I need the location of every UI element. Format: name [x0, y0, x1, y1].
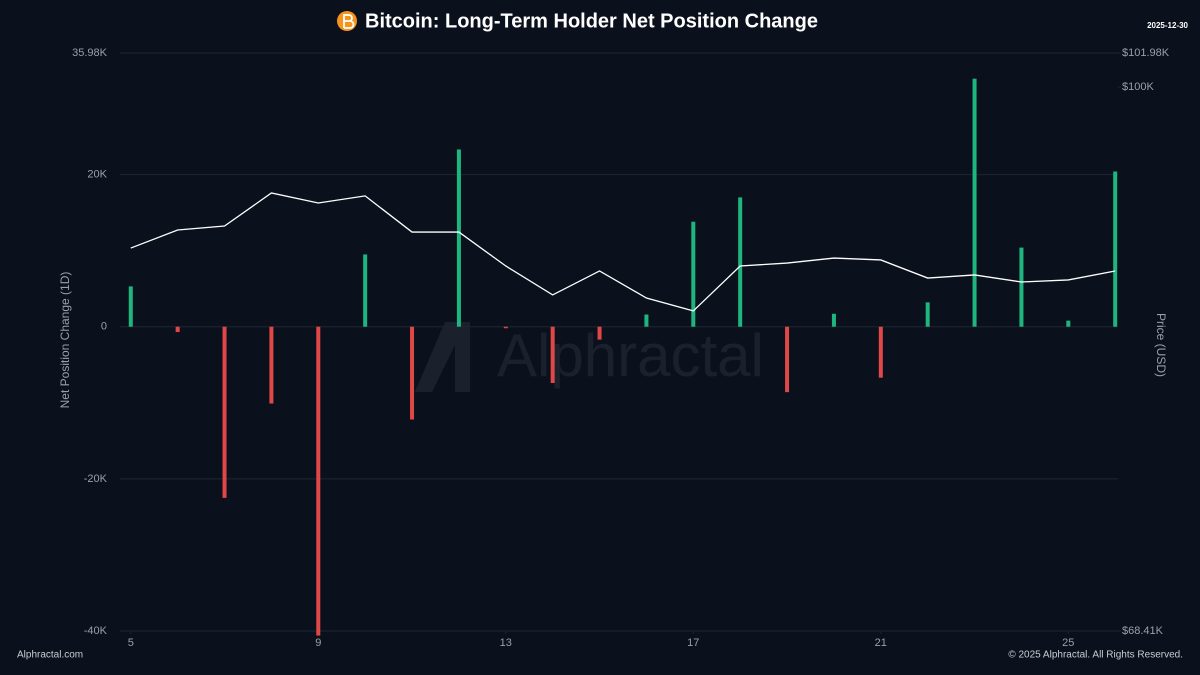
icon-glyph [343, 14, 355, 29]
bar [785, 326, 790, 393]
bar [410, 326, 415, 420]
bar [316, 326, 321, 636]
y2-axis-title: Price (USD) [1154, 313, 1168, 377]
x-tick-label: 21 [875, 637, 887, 649]
bar [363, 254, 368, 327]
y2-tick-label: $101.98K [1122, 47, 1170, 59]
bar [456, 149, 461, 327]
y-tick-label: -20K [84, 473, 108, 485]
chart-title: Bitcoin: Long-Term Holder Net Position C… [365, 10, 818, 32]
y2-tick-label: $68.41K [1122, 625, 1164, 637]
bar [738, 197, 743, 327]
watermark-text: Alphractal [497, 322, 764, 389]
y-axis-title: Net Position Change (1D) [58, 272, 72, 409]
bar [1019, 247, 1024, 327]
watermark-logo [415, 322, 470, 392]
bar [128, 286, 133, 327]
x-tick-label: 9 [315, 637, 321, 649]
bar [972, 78, 977, 327]
source: Alphractal.com [17, 650, 83, 661]
y2-tick-label: $100K [1122, 81, 1154, 93]
bitcoin-icon [337, 11, 357, 31]
bar [925, 302, 930, 327]
y-tick-label: 20K [87, 168, 107, 180]
y-tick-label: 35.98K [72, 47, 108, 59]
x-tick-label: 17 [687, 637, 699, 649]
bar [597, 326, 602, 340]
bar [691, 221, 696, 327]
x-tick-label: 25 [1062, 637, 1074, 649]
y-tick-label: 0 [101, 321, 107, 333]
bar [1066, 320, 1071, 327]
bar [175, 326, 180, 333]
bar [878, 326, 883, 378]
date: 2025-12-30 [1147, 21, 1188, 30]
price-line [130, 192, 1116, 312]
bar [269, 326, 274, 404]
bar [222, 326, 227, 498]
bar [831, 313, 836, 327]
watermark: Alphractal [415, 322, 764, 392]
bar [503, 326, 508, 329]
bar [1113, 171, 1118, 327]
bar [550, 326, 555, 384]
x-tick-label: 13 [500, 637, 512, 649]
y-tick-label: -40K [84, 625, 108, 637]
x-tick-label: 5 [128, 637, 134, 649]
copyright: © 2025 Alphractal. All Rights Reserved. [1008, 650, 1183, 661]
bar [644, 314, 649, 327]
